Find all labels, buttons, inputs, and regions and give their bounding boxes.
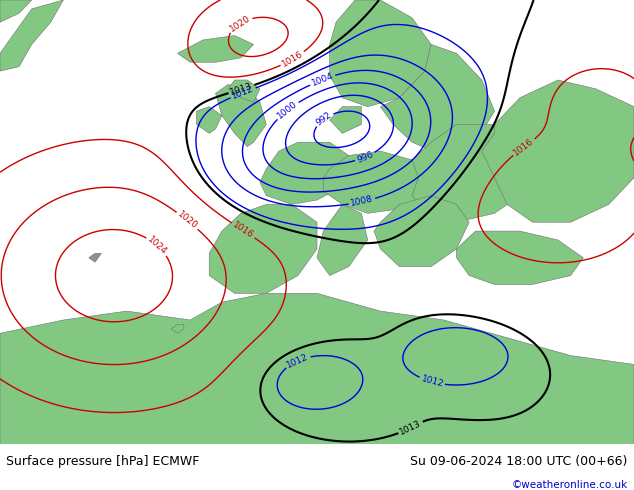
Polygon shape — [89, 253, 101, 262]
Polygon shape — [0, 0, 32, 22]
Polygon shape — [171, 324, 184, 333]
Polygon shape — [228, 80, 260, 102]
Text: ©weatheronline.co.uk: ©weatheronline.co.uk — [512, 480, 628, 490]
Text: 1012: 1012 — [420, 374, 444, 389]
Polygon shape — [380, 45, 495, 155]
Text: 1024: 1024 — [146, 235, 169, 257]
Text: 1013: 1013 — [398, 419, 423, 437]
Text: 1008: 1008 — [350, 195, 374, 208]
Polygon shape — [330, 107, 361, 133]
Polygon shape — [260, 142, 355, 204]
Text: 1020: 1020 — [228, 13, 252, 33]
Polygon shape — [323, 151, 431, 213]
Polygon shape — [0, 0, 63, 71]
Polygon shape — [178, 36, 254, 62]
Polygon shape — [197, 107, 222, 133]
Text: 996: 996 — [356, 149, 375, 165]
Text: 992: 992 — [314, 110, 333, 128]
Text: Surface pressure [hPa] ECMWF: Surface pressure [hPa] ECMWF — [6, 455, 200, 468]
Text: 1012: 1012 — [231, 84, 256, 101]
Polygon shape — [216, 84, 266, 147]
Text: 1000: 1000 — [276, 99, 299, 121]
Polygon shape — [456, 231, 583, 284]
Text: 1016: 1016 — [512, 137, 536, 158]
Polygon shape — [0, 294, 634, 444]
Polygon shape — [317, 204, 368, 275]
Text: 1013: 1013 — [230, 81, 254, 97]
Text: Su 09-06-2024 18:00 UTC (00+66): Su 09-06-2024 18:00 UTC (00+66) — [410, 455, 628, 468]
Polygon shape — [209, 204, 317, 294]
Polygon shape — [412, 124, 533, 222]
Polygon shape — [374, 196, 469, 267]
Text: 1004: 1004 — [310, 72, 335, 88]
Text: 1016: 1016 — [280, 49, 305, 69]
Polygon shape — [330, 0, 431, 107]
Text: 1020: 1020 — [176, 210, 199, 231]
Polygon shape — [482, 80, 634, 222]
Text: 1016: 1016 — [231, 220, 256, 241]
Text: 1012: 1012 — [285, 352, 310, 369]
